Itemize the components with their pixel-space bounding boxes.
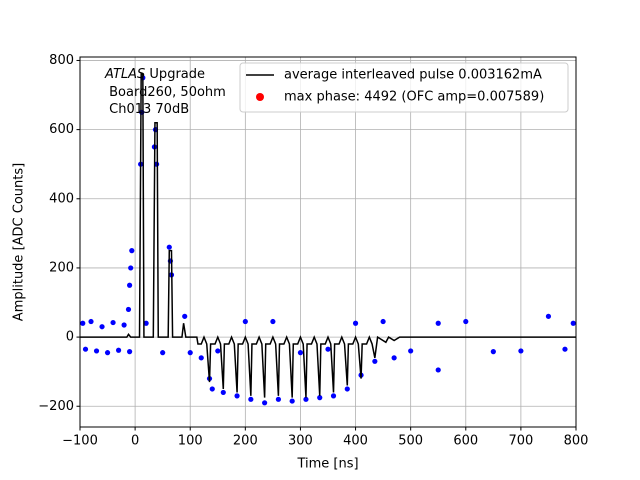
annotation-line: Board260, 50ohm <box>109 85 226 100</box>
sample-point <box>242 318 248 325</box>
sample-point <box>82 346 89 352</box>
sample-point <box>435 367 441 373</box>
sample-point <box>562 346 568 352</box>
sample-point <box>115 347 122 353</box>
annotation-line: Ch013 70dB <box>109 102 189 117</box>
sample-point <box>330 393 337 399</box>
y-tick-label: 200 <box>49 260 74 275</box>
sample-point <box>325 346 331 352</box>
sample-point <box>215 348 221 354</box>
sample-point <box>262 400 268 406</box>
x-axis-label: Time [ns] <box>296 457 358 472</box>
legend-label: max phase: 4492 (OFC amp=0.007589) <box>284 90 544 105</box>
sample-point <box>143 320 149 326</box>
sample-point <box>297 350 304 356</box>
sample-point <box>187 350 193 356</box>
legend-label: average interleaved pulse 0.003162mA <box>284 68 542 83</box>
sample-point <box>435 320 441 326</box>
sample-point <box>463 318 469 325</box>
y-tick-label: 600 <box>49 122 74 137</box>
sample-point <box>352 320 359 326</box>
x-tick-label: −100 <box>62 434 98 449</box>
sample-point <box>372 358 378 364</box>
sample-point <box>80 320 86 326</box>
x-tick-label: 0 <box>131 434 139 449</box>
annotation-line: Upgrade <box>149 67 205 82</box>
x-tick-label: 300 <box>288 434 313 449</box>
sample-point <box>391 355 397 361</box>
sample-point <box>121 322 127 328</box>
x-tick-label: 600 <box>453 434 478 449</box>
sample-point <box>128 265 134 271</box>
sample-point <box>166 244 172 250</box>
sample-point <box>248 396 254 402</box>
sample-point <box>303 396 309 402</box>
sample-point <box>93 348 100 354</box>
legend-box <box>239 62 569 113</box>
pulse-line <box>80 73 576 398</box>
sample-point <box>490 349 496 355</box>
sample-point <box>198 355 204 361</box>
x-tick-label: 800 <box>564 434 589 449</box>
sample-point <box>125 306 132 313</box>
annotation: ATLAS Upgrade <box>104 67 205 82</box>
sample-point <box>234 393 240 399</box>
annotation-line: Ch013 70dB <box>105 102 189 117</box>
y-tick-label: 800 <box>49 53 74 68</box>
sample-point <box>160 350 166 356</box>
sample-point <box>408 348 414 354</box>
sample-point <box>270 318 276 325</box>
y-tick-label: 0 <box>66 330 74 345</box>
y-tick-label: −200 <box>38 399 74 414</box>
legend-swatch <box>256 93 264 101</box>
sample-point <box>99 324 105 330</box>
sample-point <box>317 395 323 401</box>
x-tick-label: 100 <box>178 434 203 449</box>
plot-area <box>80 73 576 406</box>
annotation-emphasis: ATLAS <box>104 67 145 82</box>
x-tick-label: 200 <box>233 434 258 449</box>
sample-point <box>289 398 295 404</box>
sample-point <box>110 319 116 326</box>
sample-point <box>220 389 226 396</box>
sample-point <box>127 349 133 355</box>
annotation-line: Board260, 50ohm <box>105 85 226 100</box>
sample-point <box>344 386 350 392</box>
sample-point <box>129 248 135 254</box>
y-tick-label: 400 <box>49 191 74 206</box>
sample-point <box>380 318 386 325</box>
sample-point <box>518 348 524 354</box>
sample-point <box>209 386 215 392</box>
sample-point <box>104 350 111 356</box>
sample-point <box>182 313 188 319</box>
ticks: −100 0 100 200 300 400 500 600 700 800 −200 0 200 400… <box>38 53 588 449</box>
sample-point <box>88 318 94 325</box>
sample-point <box>275 396 281 402</box>
sample-point <box>545 313 552 319</box>
x-tick-label: 400 <box>343 434 368 449</box>
x-tick-label: 500 <box>398 434 423 449</box>
legend: average interleaved pulse 0.003162mA max … <box>239 62 569 113</box>
sample-point <box>127 282 133 288</box>
axes-frame <box>79 56 577 428</box>
sample-point <box>570 320 576 326</box>
x-tick-label: 700 <box>508 434 533 449</box>
y-axis-label: Amplitude [ADC Counts] <box>12 163 27 321</box>
